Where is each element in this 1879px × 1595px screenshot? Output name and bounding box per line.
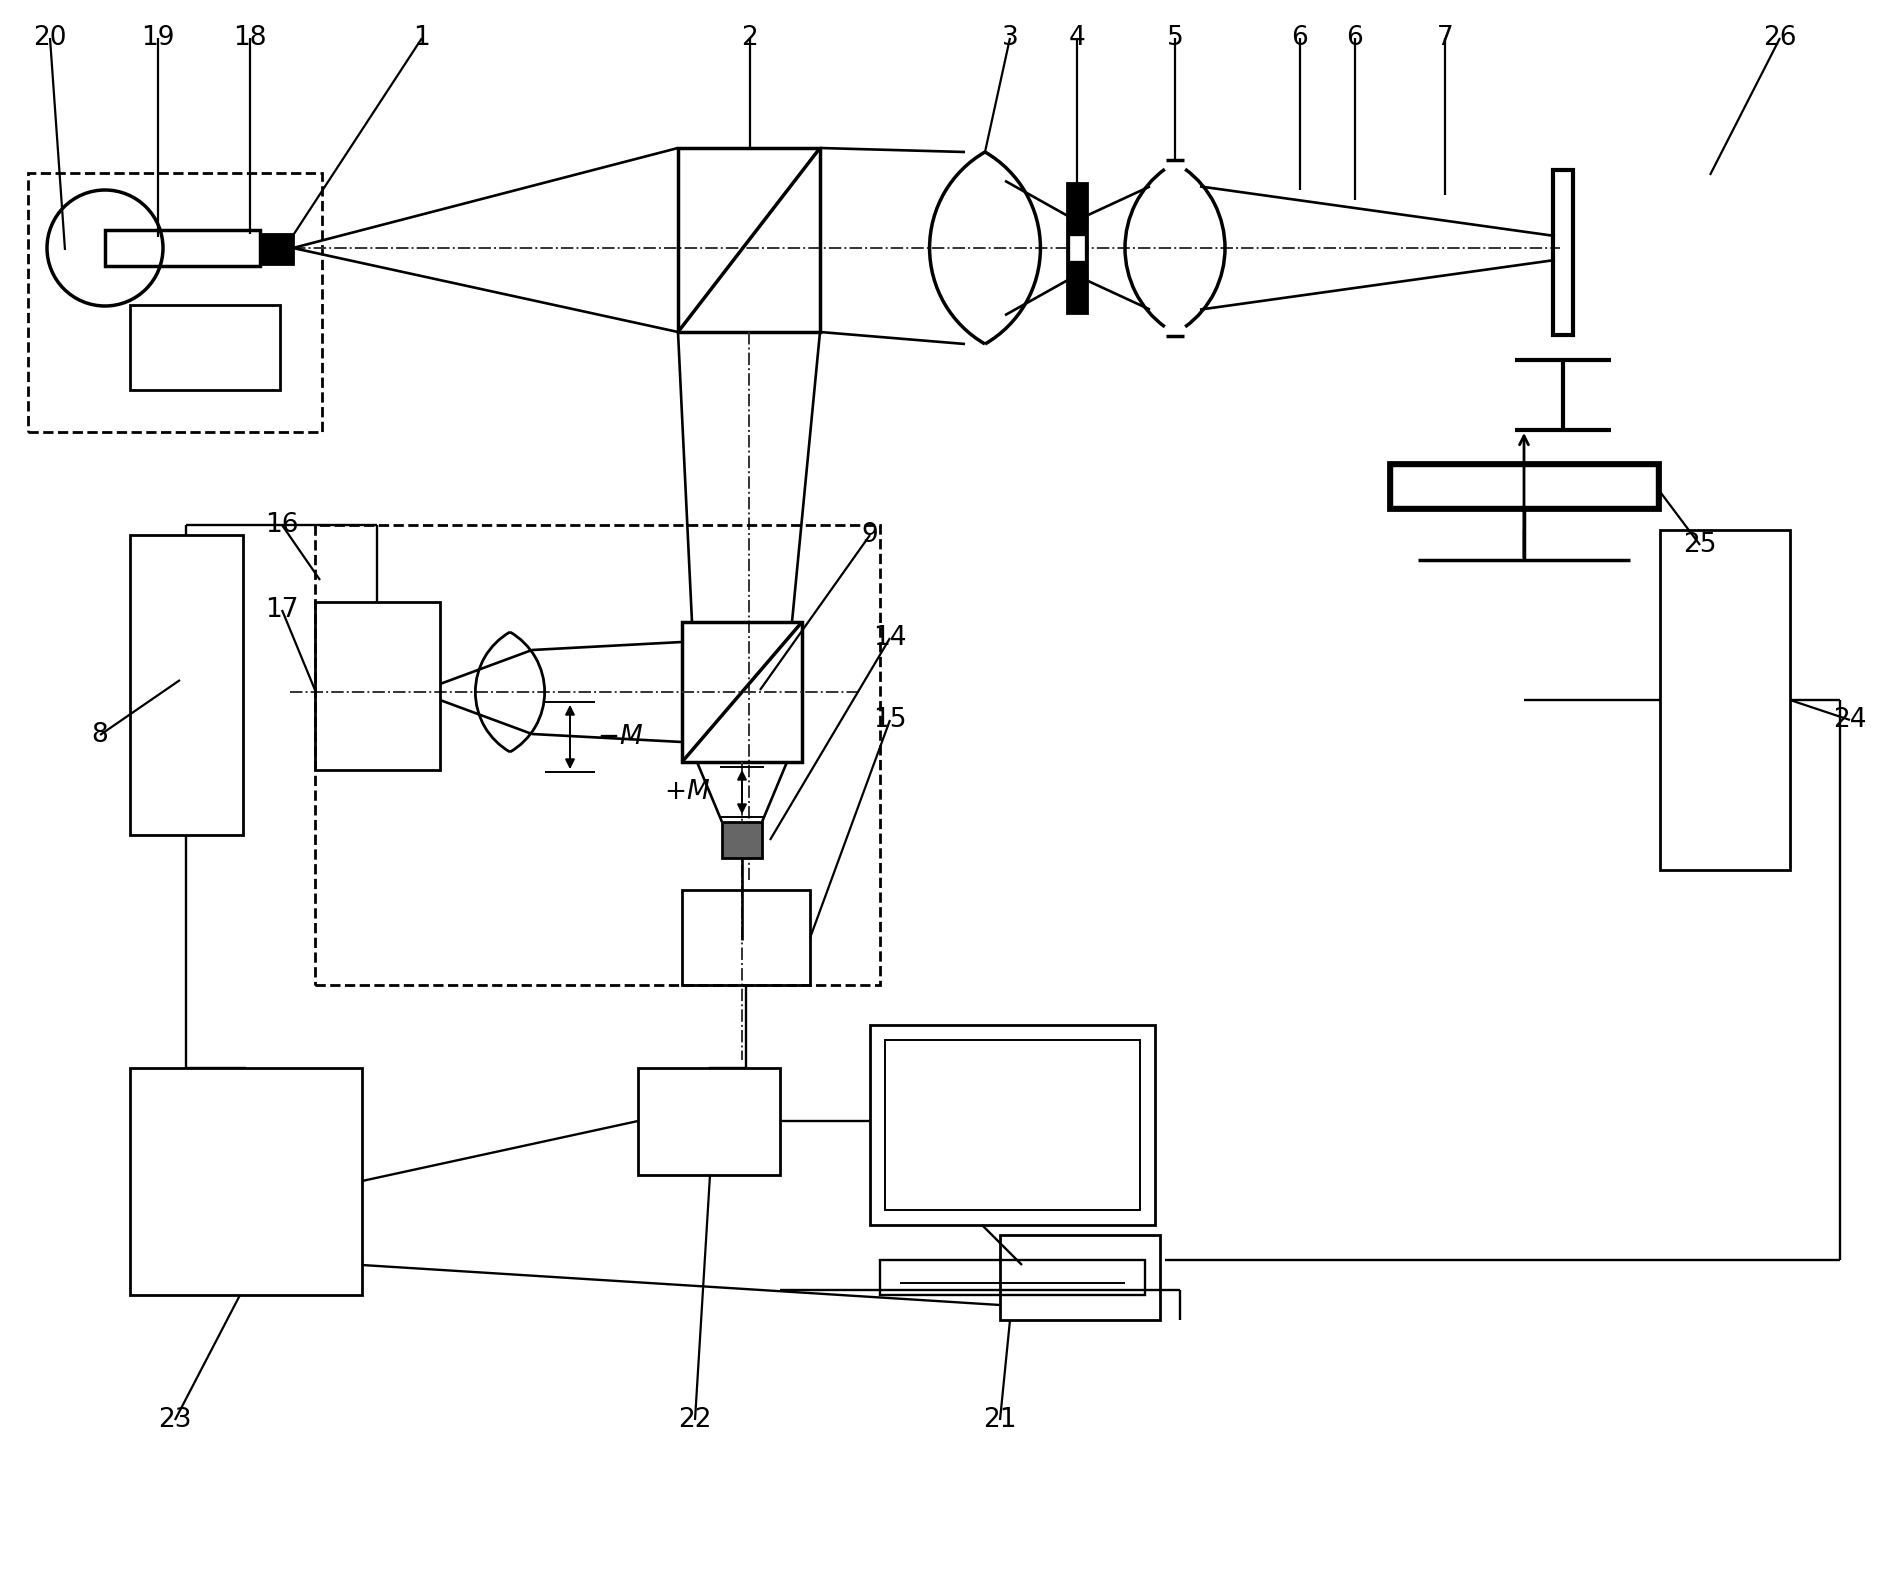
Bar	[1389, 463, 1659, 510]
Text: 3: 3	[1002, 26, 1018, 51]
Text: 23: 23	[158, 1407, 192, 1432]
Text: 16: 16	[265, 512, 299, 538]
Text: 18: 18	[233, 26, 267, 51]
Text: 25: 25	[1684, 533, 1717, 558]
Bar	[639, 1069, 780, 1176]
Text: 19: 19	[141, 26, 175, 51]
Text: 22: 22	[678, 1407, 712, 1432]
Bar	[722, 821, 763, 858]
Text: 15: 15	[874, 707, 908, 734]
Bar	[678, 148, 819, 332]
Bar	[105, 230, 259, 266]
Text: 24: 24	[1834, 707, 1866, 734]
Text: 20: 20	[34, 26, 68, 51]
Bar	[316, 601, 440, 770]
Text: 1: 1	[413, 26, 430, 51]
Bar	[1392, 466, 1655, 506]
Text: 5: 5	[1167, 26, 1184, 51]
Text: 7: 7	[1437, 26, 1452, 51]
Bar	[130, 305, 280, 391]
Text: 8: 8	[92, 723, 109, 748]
Bar	[1069, 236, 1084, 260]
Text: 6: 6	[1291, 26, 1308, 51]
Text: 17: 17	[265, 597, 299, 624]
Bar	[885, 1040, 1141, 1211]
Bar	[259, 234, 293, 265]
Bar	[130, 534, 242, 836]
Text: 26: 26	[1763, 26, 1796, 51]
Bar	[316, 525, 879, 986]
Text: $-M$: $-M$	[598, 724, 643, 750]
Bar	[1067, 183, 1086, 313]
Text: 14: 14	[874, 625, 908, 651]
Bar	[28, 172, 321, 432]
Text: 21: 21	[983, 1407, 1017, 1432]
Bar	[130, 1069, 363, 1295]
Bar	[879, 1260, 1144, 1295]
Bar	[682, 890, 810, 986]
Text: 2: 2	[742, 26, 759, 51]
Text: 4: 4	[1069, 26, 1086, 51]
Text: 9: 9	[862, 522, 877, 549]
Bar	[1659, 530, 1791, 869]
Bar	[682, 622, 802, 762]
Bar	[870, 1026, 1156, 1225]
Bar	[1554, 171, 1573, 335]
Bar	[1000, 1235, 1159, 1321]
Text: $+M$: $+M$	[663, 778, 710, 805]
Text: 6: 6	[1347, 26, 1364, 51]
